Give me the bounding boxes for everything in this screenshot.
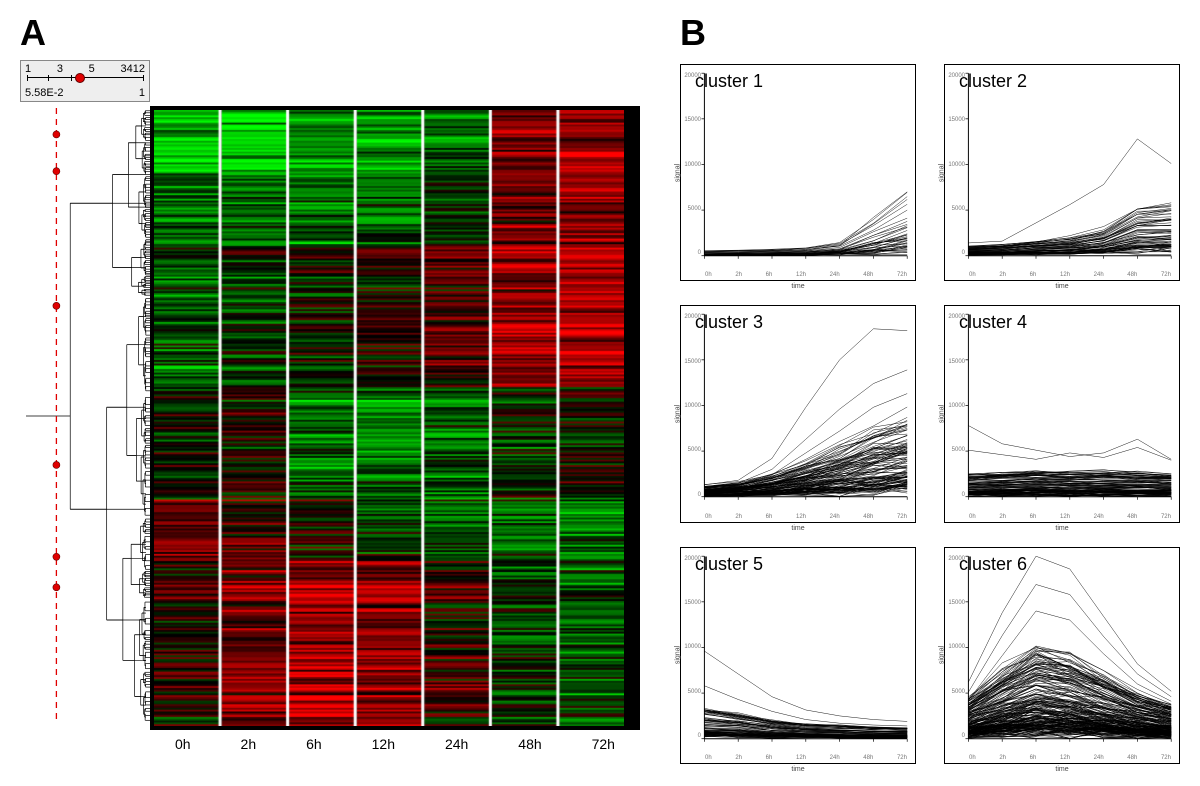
ytick-labels: 05000100001500020000	[683, 73, 701, 256]
figure: A 1 3 5 3412 5.58E-2 1 0h2h6h12h2	[20, 12, 1180, 764]
cluster-title: cluster 6	[959, 554, 1027, 575]
cluster-title: cluster 2	[959, 71, 1027, 92]
heatmap-xaxis: 0h 2h 6h 12h 24h 48h 72h	[150, 736, 640, 752]
scale-widget: 1 3 5 3412 5.58E-2 1	[20, 60, 150, 102]
cluster-panel-4: cluster 4signaltime0h2h6h12h24h48h72h050…	[944, 305, 1180, 522]
heatmap-border	[150, 106, 640, 730]
scale-bottom-0: 5.58E-2	[25, 87, 64, 99]
xtick-labels: 0h2h6h12h24h48h72h	[969, 755, 1171, 761]
cluster-xlabel: time	[1055, 766, 1068, 773]
heatmap-xtick: 2h	[241, 736, 257, 752]
cluster-svg	[681, 65, 915, 280]
cluster-xlabel: time	[1055, 525, 1068, 532]
xtick-labels: 0h2h6h12h24h48h72h	[705, 272, 907, 278]
cluster-grid: cluster 1 signal time 0h2h6h12h24h48h72h 050…	[680, 64, 1180, 764]
cluster-panel-5: cluster 5signaltime0h2h6h12h24h48h72h050…	[680, 547, 916, 764]
cluster-svg	[681, 306, 915, 521]
cluster-title: cluster 4	[959, 312, 1027, 333]
scale-tick-1: 3	[57, 63, 63, 75]
scale-tick-2: 5	[89, 63, 95, 75]
cluster-ylabel: signal	[939, 164, 946, 182]
heatmap-xtick: 0h	[175, 736, 191, 752]
cluster-ylabel: signal	[675, 164, 682, 182]
cluster-ylabel: signal	[675, 646, 682, 664]
ytick-labels: 05000100001500020000	[683, 314, 701, 497]
dendrogram-container	[20, 106, 150, 726]
heatmap-canvas	[154, 110, 624, 726]
cluster-panel-3: cluster 3signaltime0h2h6h12h24h48h72h050…	[680, 305, 916, 522]
ytick-labels: 05000100001500020000	[947, 314, 965, 497]
xtick-labels: 0h2h6h12h24h48h72h	[969, 272, 1171, 278]
cluster-title: cluster 3	[695, 312, 763, 333]
cluster-ylabel: signal	[939, 646, 946, 664]
dendrogram-svg	[20, 106, 150, 726]
cluster-svg	[945, 306, 1179, 521]
heatmap-container: 0h 2h 6h 12h 24h 48h 72h	[150, 106, 640, 752]
panel-a: A 1 3 5 3412 5.58E-2 1 0h2h6h12h2	[20, 12, 640, 764]
heatmap-xtick: 6h	[306, 736, 322, 752]
cluster-title: cluster 1	[695, 71, 763, 92]
panel-b: B cluster 1 signal time 0h2h6h12h24h48h72h 0…	[680, 12, 1180, 764]
heatmap-xtick: 24h	[445, 736, 468, 752]
scale-top-row: 1 3 5 3412	[25, 63, 145, 75]
heatmap-xtick: 72h	[592, 736, 615, 752]
ytick-labels: 05000100001500020000	[683, 556, 701, 739]
cluster-svg	[681, 548, 915, 763]
cluster-xlabel: time	[791, 283, 804, 290]
cluster-svg	[945, 65, 1179, 280]
scale-tick-3: 3412	[120, 63, 144, 75]
panel-b-label: B	[680, 12, 1180, 54]
cluster-xlabel: time	[791, 525, 804, 532]
panel-a-label: A	[20, 12, 640, 54]
ytick-labels: 05000100001500020000	[947, 556, 965, 739]
heatmap-xtick: 48h	[518, 736, 541, 752]
scale-bottom-row: 5.58E-2 1	[25, 87, 145, 99]
cluster-panel-6: cluster 6signaltime0h2h6h12h24h48h72h050…	[944, 547, 1180, 764]
ytick-labels: 05000100001500020000	[947, 73, 965, 256]
panel-a-body: 0h 2h 6h 12h 24h 48h 72h	[20, 106, 640, 752]
cluster-xlabel: time	[791, 766, 804, 773]
cluster-panel-1: cluster 1signaltime0h2h6h12h24h48h72h050…	[680, 64, 916, 281]
cluster-title: cluster 5	[695, 554, 763, 575]
scale-axis	[27, 77, 143, 85]
xtick-labels: 0h2h6h12h24h48h72h	[705, 755, 907, 761]
cluster-ylabel: signal	[939, 405, 946, 423]
cluster-svg	[945, 548, 1179, 763]
cluster-ylabel: signal	[675, 405, 682, 423]
xtick-labels: 0h2h6h12h24h48h72h	[705, 514, 907, 520]
heatmap-xtick: 12h	[372, 736, 395, 752]
cluster-panel-2: cluster 2signaltime0h2h6h12h24h48h72h050…	[944, 64, 1180, 281]
cluster-xlabel: time	[1055, 283, 1068, 290]
scale-bottom-1: 1	[139, 87, 145, 99]
xtick-labels: 0h2h6h12h24h48h72h	[969, 514, 1171, 520]
scale-tick-0: 1	[25, 63, 31, 75]
